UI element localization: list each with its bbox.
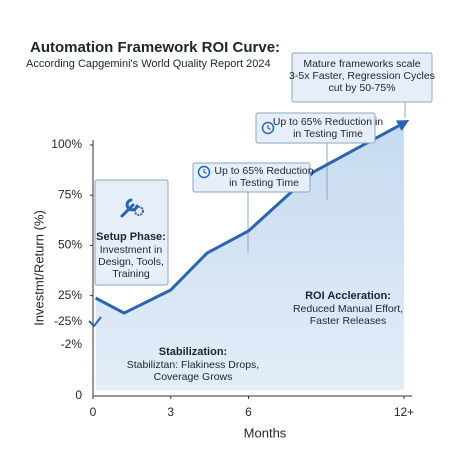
annotation-text: 3-5x Faster, Regression Cycles [289,70,435,82]
annotation-box [291,52,433,103]
clock-hand [203,169,207,175]
annotation-text: Up to 65% Reduction [214,165,313,177]
y-tick-label: 75% [58,187,82,201]
x-axis-label: Months [244,425,287,440]
annotation-text: Design, Tools, [98,256,164,268]
x-tick-label: 6 [245,405,252,419]
annotation-box [94,179,169,286]
line-series [94,120,410,315]
annotation-text: Reduced Manual Effort, [293,303,403,315]
x-tick-label: 3 [167,405,174,419]
check-icon [88,316,102,328]
annotation-text: Coverage Grows [154,371,233,383]
chart-title: Automation Framework ROI Curve: [30,39,280,56]
clock-icon [261,121,275,135]
annotation-text: Up to 65% Reduction in [273,116,383,128]
annotation-text: Faster Releases [310,315,386,327]
annotation-text: in Testing Time [293,128,363,140]
annotation-heading: ROI Accleration: [305,290,391,302]
chart-subtitle: According Capgemini's World Quality Repo… [26,58,271,70]
clock-icon [197,165,211,179]
gear-icon [134,206,144,216]
annotation-text: Stabiliztan: Flakiness Drops, [127,359,259,371]
annotation-box [255,112,376,144]
annotation-text: Training [112,268,150,280]
annotation-heading: Setup Phase: [96,231,166,243]
annotation-text: Investment in [100,244,163,256]
annotation-text: Mature frameworks scale [303,58,420,70]
y-extra-label: -25% [54,314,82,328]
clock-hand [267,125,271,131]
annotation-text: in Testing Time [229,177,299,189]
y-tick-label: 25% [58,288,82,302]
y-extra-label: 0 [75,388,82,402]
annotation-box [192,162,311,193]
y-tick-label: 100% [51,137,82,151]
annotation-text: cut by 50-75% [328,82,395,94]
y-axis-label: Investmt/Return (%) [31,210,46,326]
x-tick-label: 0 [90,405,97,419]
annotation-heading: Stabilization: [159,346,227,358]
y-extra-label: -2% [61,337,83,351]
x-tick-label: 12+ [394,405,414,419]
y-tick-label: 50% [58,238,82,252]
